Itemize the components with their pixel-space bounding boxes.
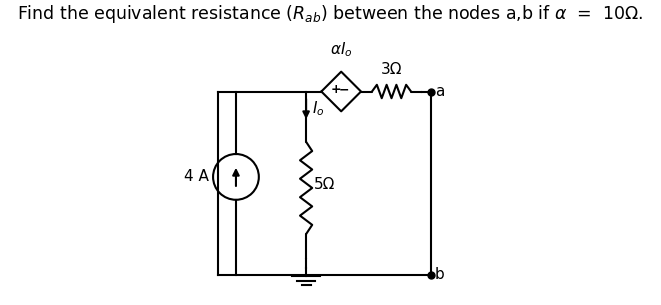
Text: $I_o$: $I_o$ [312, 100, 325, 118]
Text: $\alpha I_o$: $\alpha I_o$ [330, 41, 352, 59]
Text: 4 A: 4 A [184, 169, 208, 185]
Text: a: a [435, 84, 444, 99]
Text: +: + [330, 84, 341, 96]
Text: Find the equivalent resistance ($R_{ab}$) between the nodes a,b if $\alpha$  =  : Find the equivalent resistance ($R_{ab}$… [17, 3, 644, 25]
Text: b: b [435, 267, 445, 282]
Text: 5Ω: 5Ω [314, 177, 335, 192]
Text: −: − [338, 84, 349, 96]
Text: 3Ω: 3Ω [381, 62, 403, 77]
